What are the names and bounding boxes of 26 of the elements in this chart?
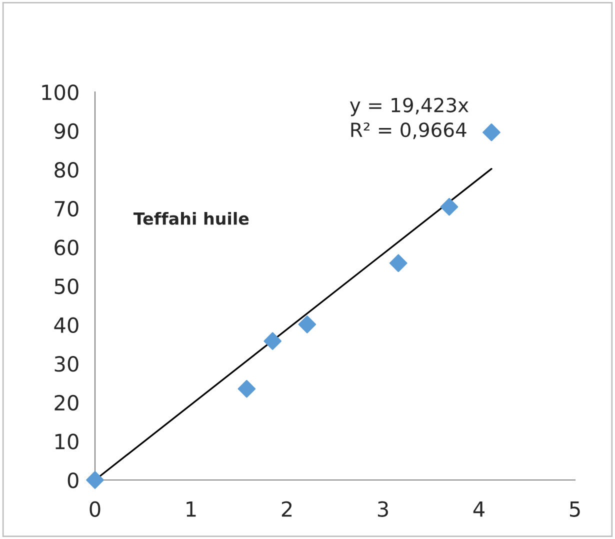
point	[298, 316, 316, 334]
y-tick-label: 40	[54, 317, 78, 334]
x-tick-label: 0	[90, 501, 100, 517]
point	[389, 254, 408, 272]
y-tick-label: 80	[54, 162, 78, 178]
point	[86, 471, 104, 489]
annotation: Teffahi huile	[133, 212, 249, 225]
annotation: y = 19,423x R² = 0,9664	[350, 98, 468, 140]
y-tick-label: 60	[54, 240, 78, 256]
y-tick-label: 70	[54, 200, 78, 217]
x-tick-label: 3	[378, 501, 388, 517]
x-tick-label: 1	[186, 501, 196, 517]
y-tick-label: 90	[54, 123, 78, 140]
x-tick-label: 2	[282, 501, 292, 517]
point	[482, 123, 500, 142]
point	[238, 380, 256, 398]
y-tick-label: 50	[54, 278, 78, 294]
point	[440, 198, 458, 216]
y-tick-label: 20	[54, 394, 78, 411]
y-tick-label: 0	[68, 472, 78, 488]
y-tick-label: 10	[56, 434, 78, 450]
point	[264, 332, 282, 350]
x-tick-label: 5	[570, 501, 580, 517]
x-tick-label: 4	[473, 501, 484, 517]
y-tick-label: 30	[54, 356, 78, 372]
y-tick-label: 100	[42, 84, 78, 100]
